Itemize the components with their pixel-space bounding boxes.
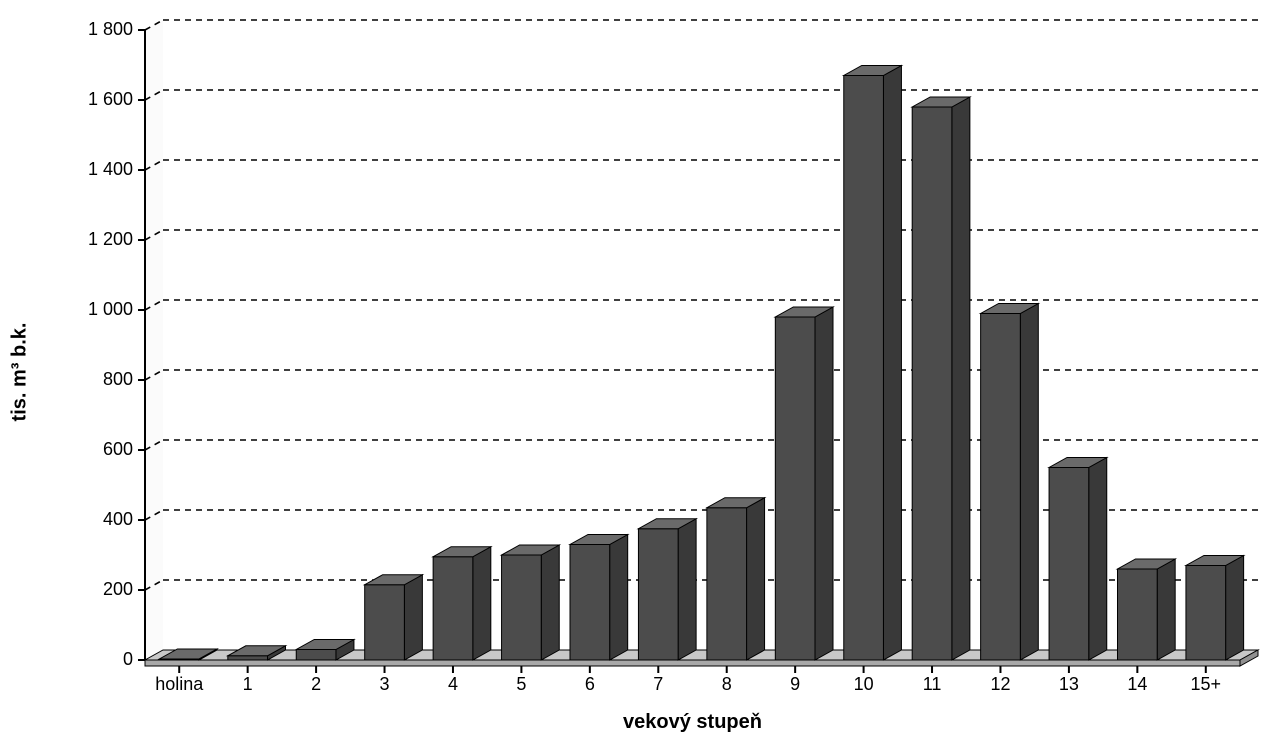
x-tick-label: 7 [624, 674, 692, 695]
x-tick-label: 12 [966, 674, 1034, 695]
x-tick-label: 1 [213, 674, 281, 695]
bar-chart-3d: tis. m³ b.k. vekový stupeň 0200400600800… [0, 0, 1266, 744]
y-tick-label: 600 [0, 439, 133, 460]
y-tick-label: 1 400 [0, 159, 133, 180]
y-tick-label: 800 [0, 369, 133, 390]
x-tick-label: 6 [556, 674, 624, 695]
x-tick-label: 3 [350, 674, 418, 695]
y-tick-label: 1 200 [0, 229, 133, 250]
x-tick-label: 10 [829, 674, 897, 695]
y-tick-label: 1 000 [0, 299, 133, 320]
y-tick-label: 1 800 [0, 19, 133, 40]
y-tick-label: 1 600 [0, 89, 133, 110]
x-tick-label: 4 [419, 674, 487, 695]
y-tick-label: 200 [0, 579, 133, 600]
x-tick-label: 9 [761, 674, 829, 695]
x-tick-label: 15+ [1172, 674, 1240, 695]
chart-svg [0, 0, 1266, 744]
x-tick-label: 13 [1035, 674, 1103, 695]
x-tick-label: holina [145, 674, 213, 695]
x-tick-label: 5 [487, 674, 555, 695]
y-tick-label: 400 [0, 509, 133, 530]
x-tick-label: 2 [282, 674, 350, 695]
x-tick-label: 8 [693, 674, 761, 695]
x-tick-label: 11 [898, 674, 966, 695]
x-axis-title: vekový stupeň [623, 711, 762, 734]
x-tick-label: 14 [1103, 674, 1171, 695]
y-tick-label: 0 [0, 649, 133, 670]
